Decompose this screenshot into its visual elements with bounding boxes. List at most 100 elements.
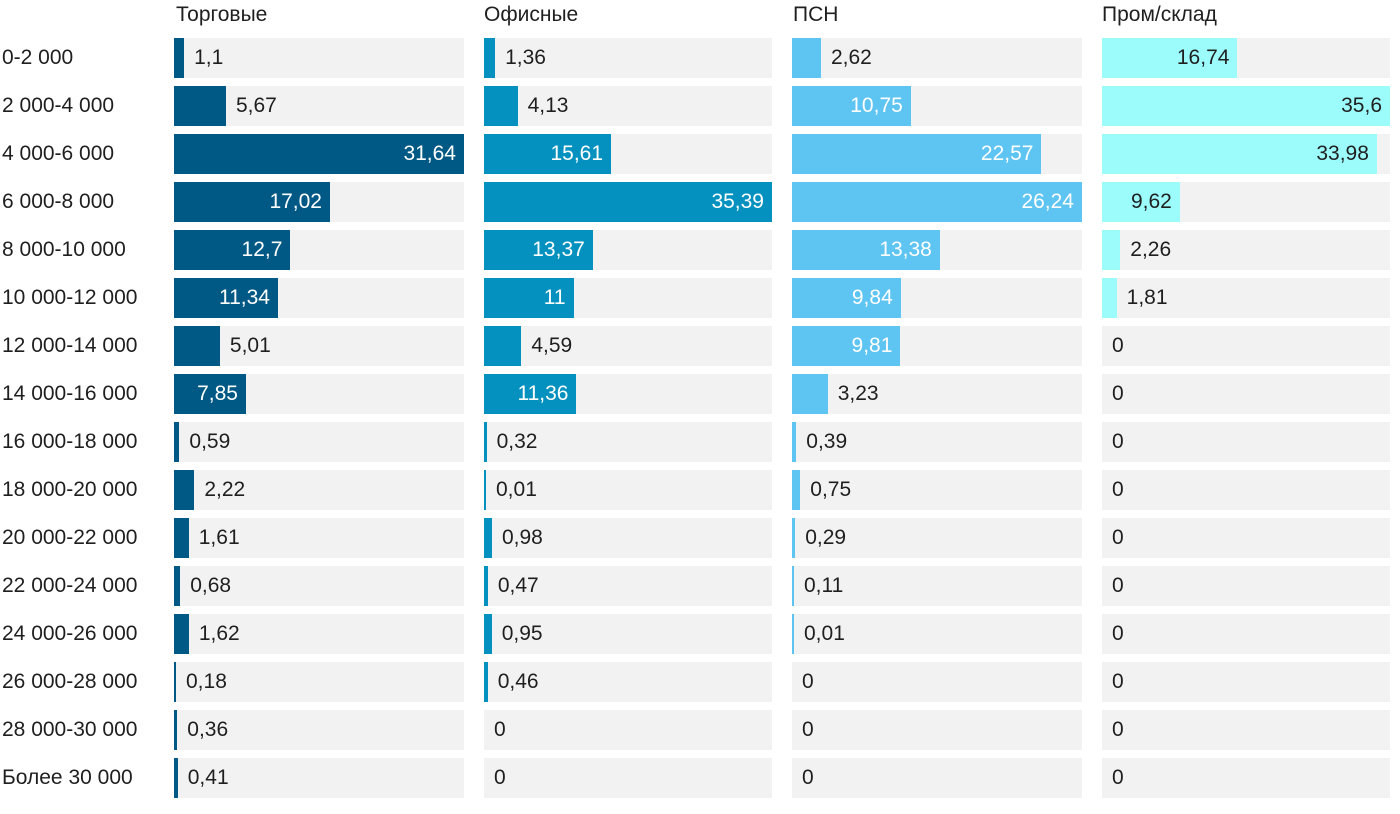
- bar: [484, 470, 486, 510]
- bar: [174, 182, 330, 222]
- category-label: 28 000-30 000: [2, 718, 138, 741]
- bar-track: 0,11: [792, 566, 1082, 606]
- bar: [174, 422, 180, 462]
- bar: [792, 182, 1082, 222]
- data-label: 33,98: [1316, 142, 1369, 165]
- bar: [174, 374, 246, 414]
- bar: [792, 374, 828, 414]
- data-label: 9,62: [1130, 190, 1172, 213]
- bar-track: 4,13: [484, 86, 772, 126]
- data-label: 2,22: [204, 478, 246, 501]
- data-label: 0: [1112, 622, 1124, 645]
- category-label: 12 000-14 000: [2, 334, 138, 357]
- bar: [792, 38, 821, 78]
- bar-track: 9,62: [1102, 182, 1390, 222]
- data-label: 1,62: [198, 622, 240, 645]
- data-label: 0,39: [806, 430, 848, 453]
- bar-track: 35,39: [484, 182, 772, 222]
- bar: [174, 326, 220, 366]
- category-label: 26 000-28 000: [2, 670, 138, 693]
- data-label: 1,61: [198, 526, 240, 549]
- bar-track: 1,1: [174, 38, 464, 78]
- bar-track: 2,26: [1102, 230, 1390, 270]
- bar: [484, 374, 577, 414]
- bar-track: 0: [484, 758, 772, 798]
- data-label: 0: [802, 670, 814, 693]
- bar: [484, 518, 492, 558]
- bar-track: 1,81: [1102, 278, 1390, 318]
- data-label: 4,13: [527, 94, 569, 117]
- bar: [484, 422, 487, 462]
- data-label: 13,38: [879, 238, 932, 261]
- bar: [1102, 182, 1180, 222]
- series-title: ПСН: [793, 3, 839, 26]
- bar-track: 0,75: [792, 470, 1082, 510]
- data-label: 0,36: [187, 718, 229, 741]
- bar: [484, 86, 518, 126]
- category-label: 0-2 000: [2, 46, 74, 69]
- bar: [1102, 134, 1377, 174]
- bar-track: 0: [1102, 614, 1390, 654]
- bar-track: 0,39: [792, 422, 1082, 462]
- bar-track: 17,02: [174, 182, 464, 222]
- bar-track: 4,59: [484, 326, 772, 366]
- bar-track: 13,38: [792, 230, 1082, 270]
- data-label: 26,24: [1021, 190, 1074, 213]
- bar: [174, 614, 189, 654]
- data-label: 15,61: [550, 142, 604, 165]
- bar-track: 16,74: [1102, 38, 1390, 78]
- category-label: 4 000-6 000: [2, 142, 115, 165]
- bar-track: 1,61: [174, 518, 464, 558]
- data-label: 2,62: [830, 46, 872, 69]
- bar-track: 3,23: [792, 374, 1082, 414]
- data-label: 0: [1112, 382, 1124, 405]
- series-title: Торговые: [176, 3, 268, 26]
- bar-track: 0: [1102, 758, 1390, 798]
- series-title: Офисные: [484, 3, 579, 26]
- bar-track: 0,18: [174, 662, 464, 702]
- bar: [792, 518, 796, 558]
- bar-track: 0,01: [484, 470, 772, 510]
- bar: [484, 566, 488, 606]
- bar-track: 0: [1102, 326, 1390, 366]
- bar-track: 0,01: [792, 614, 1082, 654]
- category-label: Более 30 000: [2, 766, 133, 789]
- bar: [1102, 278, 1117, 318]
- data-label: 31,64: [403, 142, 456, 165]
- bar-track: 0,95: [484, 614, 772, 654]
- bar-track: 0,47: [484, 566, 772, 606]
- data-label: 2,26: [1130, 238, 1172, 261]
- data-label: 13,37: [532, 238, 585, 261]
- category-label: 10 000-12 000: [2, 286, 138, 309]
- bar-track: 0: [1102, 374, 1390, 414]
- bar-track: 31,64: [174, 134, 464, 174]
- data-label: 0: [1112, 766, 1124, 789]
- bar: [792, 326, 901, 366]
- bar: [792, 86, 911, 126]
- data-label: 0,59: [189, 430, 231, 453]
- bar-track: 2,62: [792, 38, 1082, 78]
- bar-track: 1,62: [174, 614, 464, 654]
- bar-track: 0: [792, 758, 1082, 798]
- bar-track: 0: [1102, 566, 1390, 606]
- data-label: 0,46: [497, 670, 539, 693]
- bar: [174, 758, 178, 798]
- bar-track: 0: [1102, 710, 1390, 750]
- bar-track: 11,34: [174, 278, 464, 318]
- bar-track: 10,75: [792, 86, 1082, 126]
- data-label: 16,74: [1176, 46, 1230, 69]
- bar-track: 7,85: [174, 374, 464, 414]
- bar-track: 0,29: [792, 518, 1082, 558]
- data-label: 0,11: [804, 574, 844, 597]
- data-label: 35,6: [1341, 94, 1382, 117]
- bar-track: 12,7: [174, 230, 464, 270]
- bar-track: 13,37: [484, 230, 772, 270]
- bar-track: 0: [792, 662, 1082, 702]
- data-label: 0: [494, 718, 506, 741]
- bar-track: 0,98: [484, 518, 772, 558]
- data-label: 0,47: [497, 574, 539, 597]
- bar-track: 0: [1102, 470, 1390, 510]
- data-label: 12,7: [241, 238, 283, 261]
- bar: [174, 662, 176, 702]
